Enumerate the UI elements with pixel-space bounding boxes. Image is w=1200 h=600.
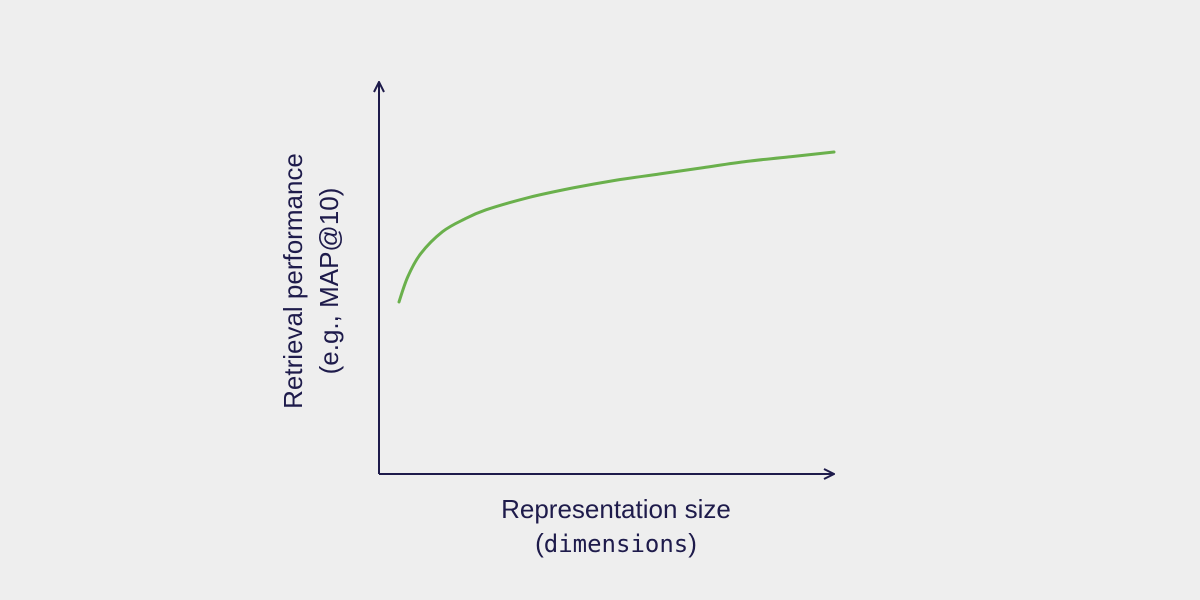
x-axis-label-paren-close: ) bbox=[688, 528, 697, 558]
x-axis-label-code: dimensions bbox=[544, 530, 689, 558]
x-axis-label-paren-open: ( bbox=[535, 528, 544, 558]
x-axis-label: Representation size bbox=[501, 494, 731, 524]
y-axis-label-units: (e.g., MAP@10) bbox=[314, 188, 344, 375]
y-axis-label: Retrieval performance bbox=[278, 153, 308, 409]
series-line bbox=[397, 150, 836, 304]
x-axis-label-units: (dimensions) bbox=[535, 528, 697, 558]
